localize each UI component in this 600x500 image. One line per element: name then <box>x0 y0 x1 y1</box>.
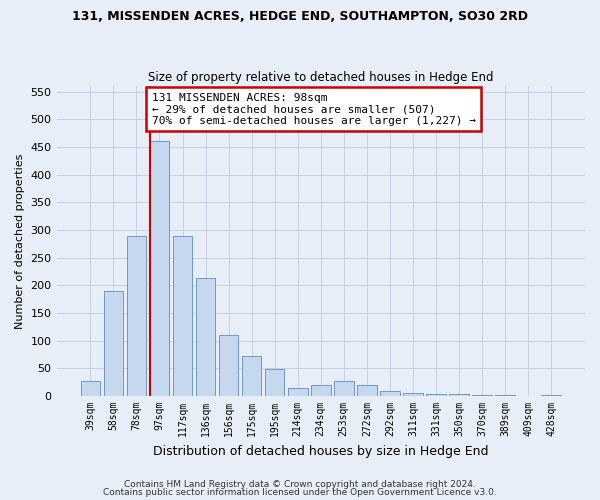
Bar <box>334 380 353 396</box>
Y-axis label: Number of detached properties: Number of detached properties <box>15 154 25 328</box>
Text: Contains public sector information licensed under the Open Government Licence v3: Contains public sector information licen… <box>103 488 497 497</box>
Bar <box>265 370 284 396</box>
X-axis label: Distribution of detached houses by size in Hedge End: Distribution of detached houses by size … <box>153 444 488 458</box>
Bar <box>541 395 561 396</box>
Bar <box>426 394 446 396</box>
Bar <box>242 356 262 396</box>
Bar <box>311 385 331 396</box>
Text: 131 MISSENDEN ACRES: 98sqm
← 29% of detached houses are smaller (507)
70% of sem: 131 MISSENDEN ACRES: 98sqm ← 29% of deta… <box>152 92 476 126</box>
Bar <box>219 335 238 396</box>
Text: 131, MISSENDEN ACRES, HEDGE END, SOUTHAMPTON, SO30 2RD: 131, MISSENDEN ACRES, HEDGE END, SOUTHAM… <box>72 10 528 23</box>
Bar <box>149 142 169 396</box>
Bar <box>472 395 492 396</box>
Bar <box>357 385 377 396</box>
Bar <box>449 394 469 396</box>
Bar <box>173 236 193 396</box>
Bar <box>380 390 400 396</box>
Bar <box>104 291 123 396</box>
Bar <box>288 388 308 396</box>
Bar <box>196 278 215 396</box>
Bar <box>80 380 100 396</box>
Bar <box>496 395 515 396</box>
Title: Size of property relative to detached houses in Hedge End: Size of property relative to detached ho… <box>148 70 494 84</box>
Bar <box>403 394 423 396</box>
Text: Contains HM Land Registry data © Crown copyright and database right 2024.: Contains HM Land Registry data © Crown c… <box>124 480 476 489</box>
Bar <box>127 236 146 396</box>
